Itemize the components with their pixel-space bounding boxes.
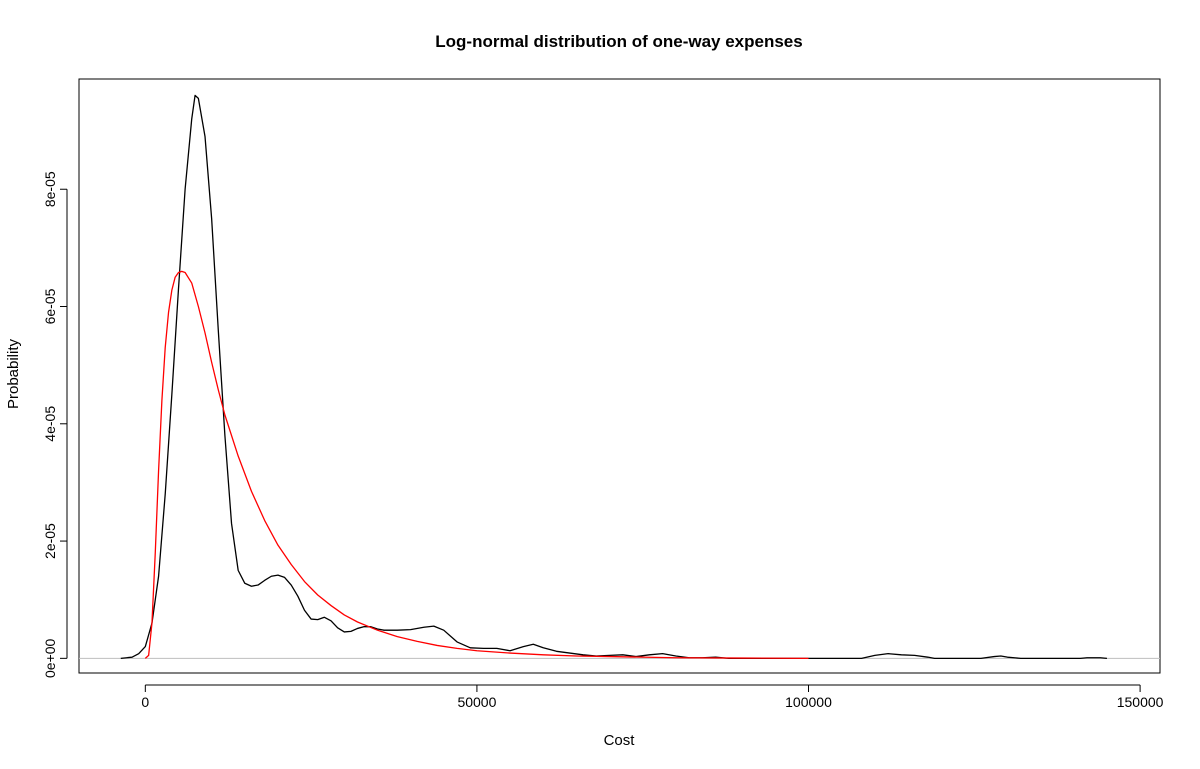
y-tick-label: 4e-05 (42, 406, 58, 442)
x-axis-label: Cost (604, 732, 636, 749)
plot-frame (78, 78, 1161, 674)
chart-title: Log-normal distribution of one-way expen… (435, 32, 802, 51)
x-tick-label: 50000 (457, 694, 496, 710)
y-axis: 0e+00 2e-05 4e-05 6e-05 8e-05 (42, 171, 68, 678)
y-tick-label: 0e+00 (42, 638, 58, 678)
y-tick-label: 2e-05 (42, 523, 58, 559)
x-axis: 0 50000 100000 150000 (141, 684, 1164, 710)
series-layer (120, 94, 1107, 659)
series-line-2 (144, 270, 809, 659)
y-tick-label: 8e-05 (42, 171, 58, 207)
y-axis-label: Probability (5, 338, 22, 409)
y-tick-label: 6e-05 (42, 288, 58, 324)
x-tick-label: 100000 (785, 694, 832, 710)
series-line-1 (120, 94, 1107, 659)
x-tick-label: 150000 (1117, 694, 1164, 710)
x-tick-label: 0 (141, 694, 149, 710)
